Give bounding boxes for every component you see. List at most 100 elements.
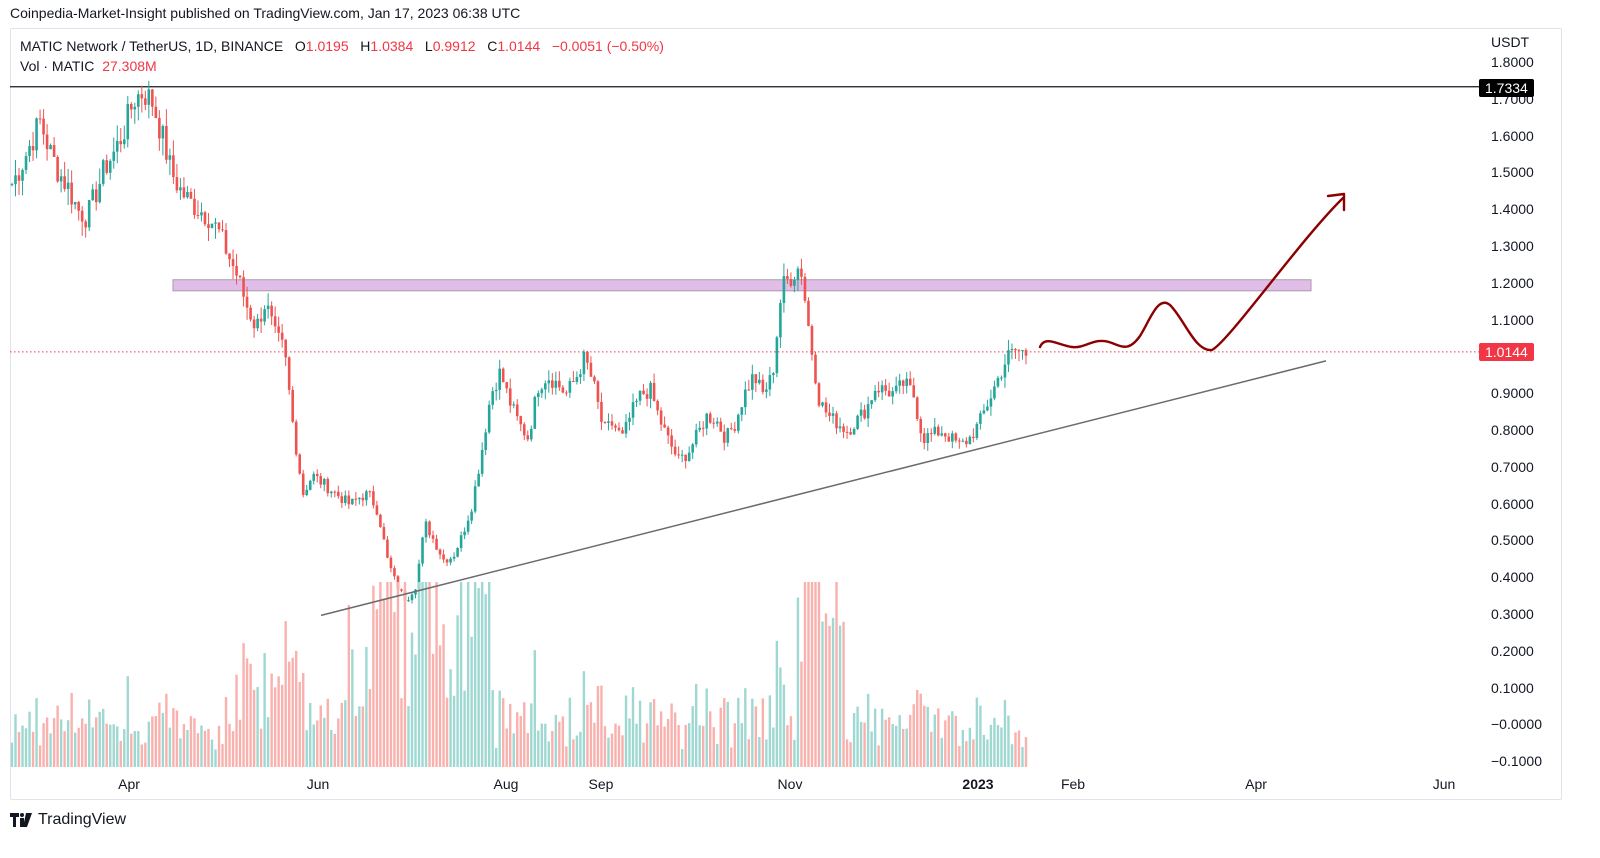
candle-body [410,594,414,601]
candle-body [579,374,582,378]
candle-body [463,531,466,536]
price-tick: 1.4000 [1491,201,1534,218]
volume-bar [544,723,547,767]
volume-bar [424,582,428,767]
volume-bar [52,718,56,767]
candle-body [642,390,645,395]
volume-bar [38,745,42,767]
volume-bar [438,645,442,767]
volume-bar [344,700,347,767]
volume-bar [505,728,508,767]
candle-body [807,300,810,327]
candle-body [740,407,744,415]
price-tick: −0.0000 [1491,716,1542,733]
volume-bar [326,698,329,767]
candle-body [245,296,249,308]
candle-body [919,418,923,434]
symbol-title[interactable]: MATIC Network / TetherUS, 1D, BINANCE [20,38,284,54]
candle-body [645,394,649,399]
candle-body [961,440,965,442]
candle-body [936,426,940,436]
price-tick: 0.8000 [1491,422,1534,438]
volume-bar [554,715,558,767]
candle-body [459,535,463,549]
volume-bar [24,728,28,767]
volume-bar [526,733,529,767]
candle-body [575,377,579,382]
volume-bar [280,684,284,767]
candle-body [119,141,123,145]
candle-body [358,497,361,500]
volume-bar [961,729,965,767]
candle-body [870,400,873,405]
volume-bar [744,688,747,767]
volume-bar [14,714,17,767]
candle-body [52,145,56,157]
candle-body [189,191,193,199]
candle-body [754,374,758,384]
volume-bar [249,663,252,767]
candle-body [1017,350,1021,352]
candle-body [880,385,884,393]
candle-body [526,435,530,440]
candle-body [894,385,898,392]
volume-bar [705,688,708,767]
candle-body [365,491,368,501]
candle-body [175,177,179,191]
volume-bar [428,582,431,767]
volume-bar [491,690,494,767]
volume-bar [459,582,463,767]
volume-bar [923,705,926,767]
volume-bar [228,723,231,767]
candle-body [515,404,519,417]
volume-bar [740,723,743,767]
volume-label[interactable]: Vol · MATIC [20,58,95,74]
volume-bar [382,598,386,767]
volume-bar [1021,747,1024,767]
volume-bar [516,712,519,767]
candle-body [1010,348,1014,351]
candle-body [473,486,477,512]
volume-bar [523,702,526,767]
candle-body [866,404,870,419]
open-label: O [294,38,306,54]
last-price-badge: 1.0144 [1479,343,1534,361]
tradingview-logo[interactable]: TradingView [10,811,126,829]
candle-body [456,548,459,557]
volume-bar [154,716,158,767]
volume-bar [319,705,322,767]
candle-body [522,424,526,436]
volume-bar [66,720,70,767]
volume-bar [768,695,772,767]
volume-bar [70,693,73,767]
candle-body [944,433,947,437]
volume-bar [719,707,722,767]
candle-body [351,498,354,505]
volume-bar [519,716,522,767]
volume-bar [466,582,470,767]
candle-body [614,425,617,428]
candle-body [1003,364,1007,378]
candle-body [621,430,624,434]
volume-bar [287,661,291,767]
volume-bar [263,653,266,767]
volume-bar [540,723,544,767]
volume-bar [137,731,140,767]
candle-body [49,145,52,150]
volume-bar [561,716,565,767]
price-tick: 0.7000 [1491,458,1534,475]
candle-body [828,412,831,416]
candle-body [814,354,817,384]
resistance-zone [172,279,1312,292]
candle-body [635,400,638,403]
candle-body [501,368,505,383]
candle-body [810,326,814,355]
volume-bar [912,704,915,767]
volume-bar [863,722,866,767]
candle-body [498,368,502,390]
candle-body [161,125,165,139]
volume-bar [596,686,600,767]
candle-body [821,402,824,406]
candle-body [600,401,603,422]
